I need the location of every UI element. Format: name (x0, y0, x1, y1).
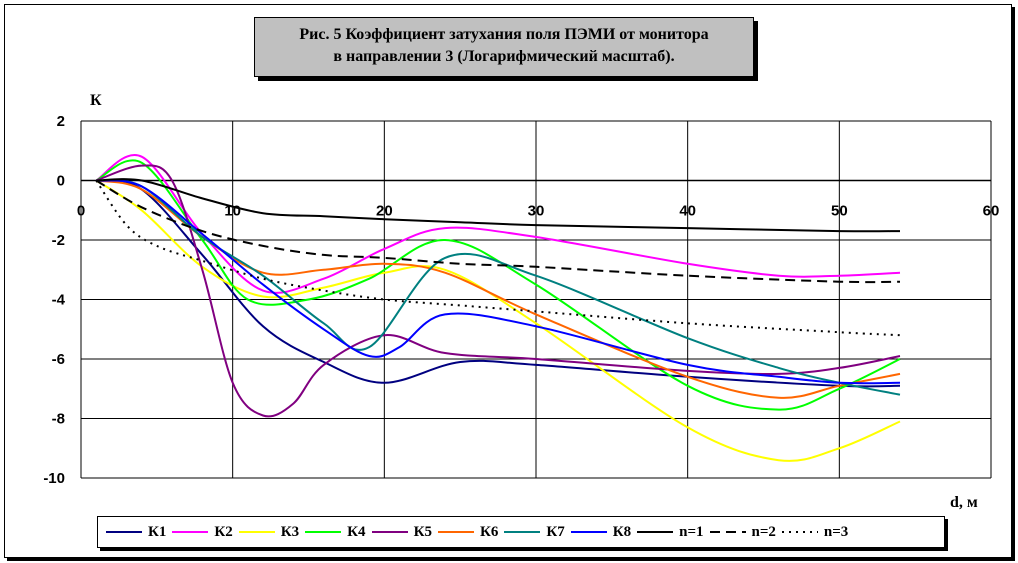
legend-item: К4 (305, 517, 366, 547)
legend-swatch (709, 531, 746, 533)
legend-swatch (238, 531, 275, 533)
legend-label: К3 (280, 523, 300, 540)
legend-swatch (781, 531, 818, 533)
legend-item: К3 (238, 517, 300, 547)
legend: К1 К2 К3 К4 К5 К6 К7 К8 n=1 n=2 n=3 (97, 516, 945, 548)
series-line-К4 (95, 159, 901, 411)
legend-item: К6 (437, 517, 499, 547)
y-tick-label: 0 (57, 173, 65, 190)
legend-label: n=1 (679, 523, 704, 540)
legend-item: n=3 (781, 517, 849, 547)
y-tick-label: -8 (52, 411, 65, 428)
legend-swatch (570, 531, 607, 533)
legend-swatch (305, 531, 342, 533)
legend-swatch (172, 531, 209, 533)
legend-swatch (504, 531, 541, 533)
legend-label: К5 (413, 523, 432, 540)
series-line-К6 (96, 179, 901, 399)
legend-label: n=2 (751, 523, 776, 540)
x-axis-label: d, м (950, 494, 978, 511)
legend-label: К7 (546, 523, 565, 540)
y-tick-label: -10 (43, 470, 65, 487)
legend-swatch (637, 531, 674, 533)
series-line-К7 (96, 179, 901, 396)
chart-title: Рис. 5 Коэффициент затухания поля ПЭМИ о… (254, 17, 754, 77)
legend-swatch (371, 531, 408, 533)
legend-item: n=2 (709, 517, 776, 547)
x-tick-label: 50 (831, 203, 848, 220)
legend-item: n=1 (637, 517, 704, 547)
chart-title-line-2: в направлении 3 (Логарифмический масштаб… (333, 48, 675, 65)
y-tick-label: -4 (52, 292, 66, 309)
x-tick-label: 30 (528, 203, 545, 220)
series-line-К1 (96, 179, 901, 388)
y-tick-label: -2 (52, 232, 65, 249)
legend-label: n=3 (823, 523, 849, 540)
x-tick-label: 20 (376, 203, 393, 220)
chart-title-line-1: Рис. 5 Коэффициент затухания поля ПЭМИ о… (299, 26, 709, 43)
y-axis-label: К (90, 92, 102, 109)
legend-item: К5 (371, 517, 432, 547)
legend-item: К2 (172, 517, 233, 547)
x-tick-label: 0 (77, 203, 85, 220)
legend-label: К6 (479, 523, 499, 540)
legend-label: К4 (347, 523, 366, 540)
legend-item: К7 (504, 517, 565, 547)
legend-item: К8 (570, 517, 632, 547)
legend-label: К1 (148, 523, 167, 540)
legend-label: К2 (214, 523, 233, 540)
chart-frame (4, 4, 1012, 558)
legend-label: К8 (612, 523, 632, 540)
legend-item: К1 (106, 517, 166, 547)
series-line-n=2 (95, 179, 901, 284)
y-tick-label: 2 (57, 113, 65, 130)
y-tick-label: -6 (52, 351, 65, 368)
legend-swatch (106, 531, 142, 533)
series-line-n=3 (95, 179, 901, 337)
legend-swatch (437, 531, 474, 533)
series-line-К8 (96, 179, 901, 385)
series-line-n=1 (96, 178, 901, 233)
x-tick-label: 60 (983, 203, 1000, 220)
x-tick-label: 40 (679, 203, 696, 220)
